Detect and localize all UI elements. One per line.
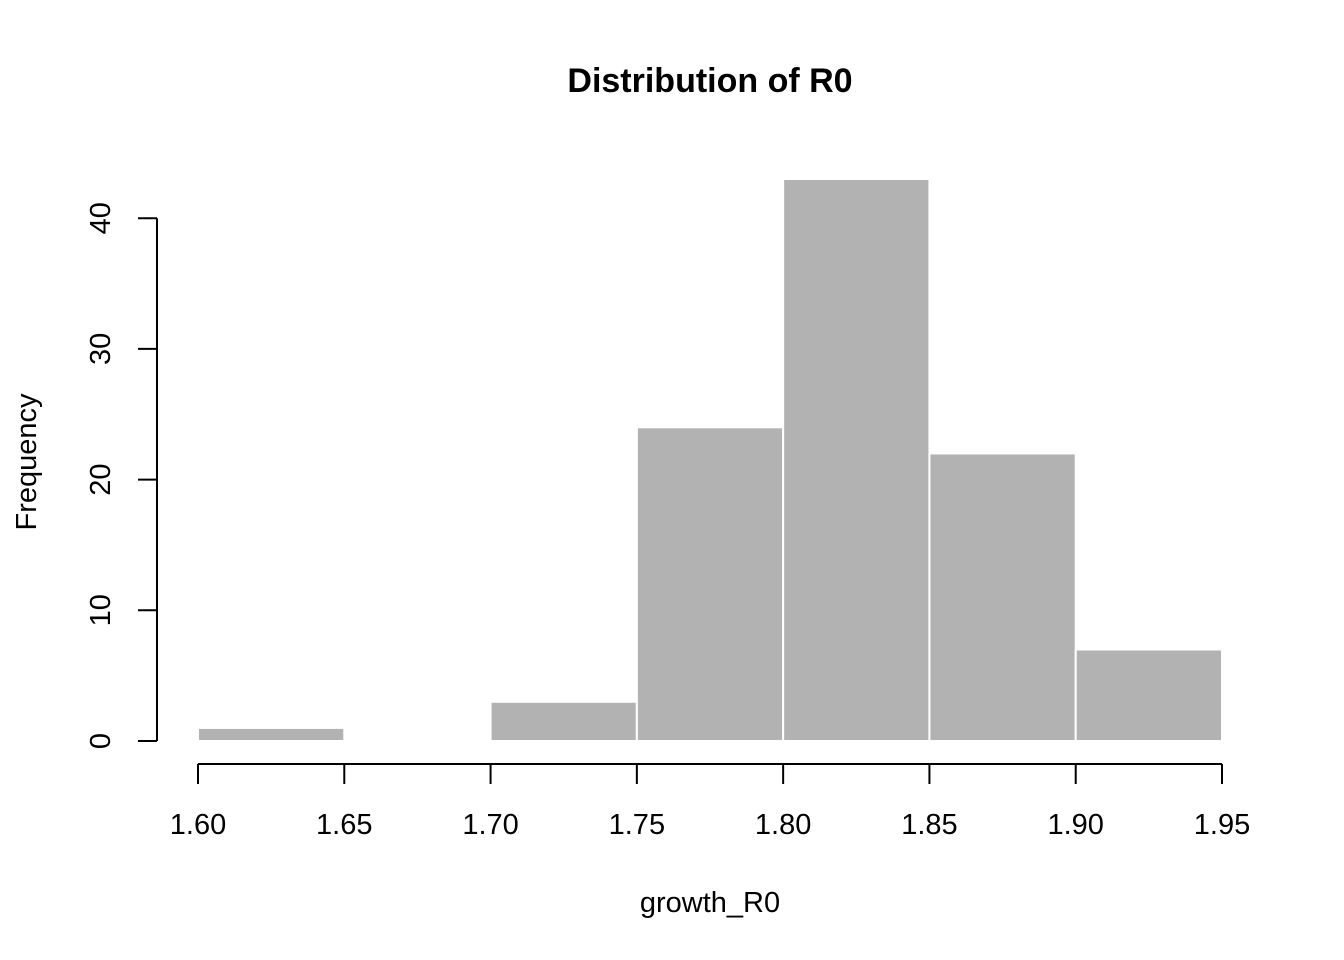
histogram-bar-3 (635, 426, 785, 742)
y-tick-label-3: 30 (85, 333, 117, 365)
histogram-bar-2 (489, 700, 638, 742)
x-tick-label-6: 1.90 (1047, 809, 1103, 841)
x-tick-label-5: 1.85 (901, 809, 957, 841)
histogram-bar-6 (1074, 648, 1223, 743)
histogram-bar-5 (928, 452, 1077, 742)
histogram-bar-0 (197, 726, 346, 742)
y-tick-label-1: 10 (85, 594, 117, 626)
y-tick-label-0: 0 (85, 733, 117, 749)
x-tick-label-2: 1.70 (462, 809, 518, 841)
y-tick-label-4: 40 (85, 202, 117, 234)
x-tick-label-7: 1.95 (1194, 809, 1250, 841)
y-axis: 0 10 20 30 40 (85, 202, 158, 749)
x-axis: 1.60 1.65 1.70 1.75 1.80 1.85 1.90 1.95 (170, 763, 1250, 841)
x-tick-label-0: 1.60 (170, 809, 226, 841)
chart-title: Distribution of R0 (567, 62, 852, 100)
x-tick-label-4: 1.80 (755, 809, 811, 841)
x-tick-label-3: 1.75 (609, 809, 665, 841)
y-tick-label-2: 20 (85, 463, 117, 495)
y-axis-label: Frequency (11, 393, 43, 531)
histogram-bar-4 (782, 177, 931, 743)
x-tick-label-1: 1.65 (316, 809, 372, 841)
bars-group (197, 177, 1223, 743)
x-axis-label: growth_R0 (640, 887, 780, 919)
